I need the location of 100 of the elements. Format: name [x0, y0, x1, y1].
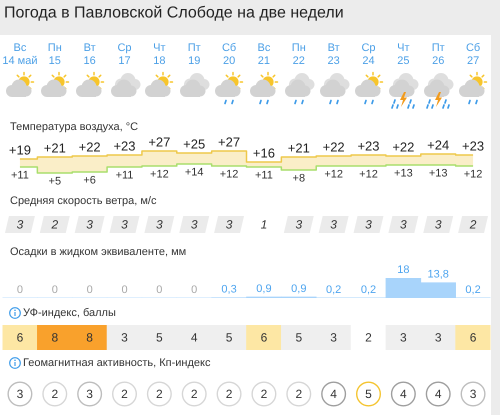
data-label: 5: [156, 330, 164, 344]
data-label: +23: [113, 138, 136, 154]
x-tick-label: Пн 15: [48, 42, 62, 68]
data-label: +12: [359, 168, 378, 181]
data-label: +11: [11, 170, 29, 182]
data-label: +16: [252, 146, 275, 161]
data-label: +12: [150, 168, 169, 181]
data-label: 3: [16, 217, 24, 232]
x-tick-label: Вт 23: [328, 42, 340, 68]
data-label: 6: [470, 330, 477, 344]
data-label: 5: [365, 386, 372, 401]
text: Геомагнитная активность, Кп-индекс: [23, 357, 211, 370]
data-label: +27: [148, 134, 170, 150]
data-label: 0,9: [291, 283, 306, 296]
data-label: 8: [86, 330, 94, 344]
data-label: 3: [330, 217, 338, 232]
data-label: +22: [322, 140, 345, 155]
x-tick-label: Вт 16: [84, 42, 96, 68]
x-tick-label: Ср 17: [117, 42, 132, 68]
data-label: 2: [468, 217, 477, 232]
data-label: 0,2: [360, 284, 376, 296]
data-label: 3: [121, 330, 128, 344]
data-label: +12: [464, 168, 482, 181]
x-tick-label: Сб 20: [222, 42, 236, 68]
data-label: +5: [48, 176, 62, 188]
data-label: +12: [220, 168, 238, 181]
data-label: 5: [226, 330, 233, 344]
data-label: 3: [226, 217, 233, 232]
data-label: 3: [400, 217, 408, 232]
data-label: +6: [83, 174, 96, 187]
text: Средняя скорость ветра, м/с: [10, 195, 157, 208]
data-label: +23: [462, 138, 484, 154]
x-tick-label: Пт 26: [432, 42, 445, 68]
data-label: 3: [400, 330, 408, 344]
data-label: +12: [324, 168, 343, 181]
chart-subtitle: Температура воздуха, °C: [10, 121, 138, 134]
data-label: 2: [51, 386, 58, 401]
data-label: 3: [86, 217, 94, 232]
data-label: +19: [8, 142, 31, 158]
data-label: 2: [226, 386, 233, 401]
data-label: 4: [400, 386, 408, 401]
data-label: 2: [295, 386, 302, 401]
data-label: 2: [121, 386, 128, 401]
data-label: +21: [288, 140, 310, 156]
data-label: +14: [184, 166, 204, 179]
data-label: 2: [190, 386, 198, 401]
data-label: 6: [16, 330, 24, 344]
chart-title: Осадки в жидком эквиваленте, мм: [10, 246, 186, 258]
data-label: 18: [397, 264, 410, 276]
data-label: 0,3: [221, 284, 237, 296]
data-label: 2: [365, 330, 372, 344]
x-tick-label: Чт 25: [397, 42, 410, 68]
data-label: 3: [156, 217, 164, 232]
x-tick-label: Сб 27: [466, 42, 480, 68]
data-label: 3: [330, 330, 338, 344]
data-label: 0: [191, 284, 198, 296]
data-label: 3: [365, 217, 372, 232]
data-label: 2: [50, 217, 58, 232]
x-tick-label: Пт 19: [188, 42, 201, 68]
data-label: 0: [156, 284, 162, 296]
data-label: 3: [434, 330, 442, 344]
x-tick-label: Чт 18: [153, 42, 166, 68]
data-label: 2: [156, 386, 164, 401]
data-label: +24: [427, 138, 450, 153]
x-tick-label: Ср 24: [361, 42, 376, 68]
text: УФ-индекс, баллы: [23, 307, 116, 320]
data-label: 0: [52, 284, 58, 296]
data-label: 3: [470, 386, 477, 401]
data-label: 3: [121, 217, 128, 232]
data-label: +23: [357, 138, 380, 154]
data-label: +11: [255, 170, 273, 182]
x-tick-label: Вс 21: [258, 42, 271, 68]
x-tick-label: Вс 14 май: [2, 42, 38, 68]
data-label: 3: [434, 217, 442, 232]
data-label: +21: [44, 140, 66, 156]
x-tick-label: Пн 22: [292, 42, 306, 68]
data-label: 3: [86, 386, 94, 401]
data-label: 3: [190, 217, 198, 232]
data-label: +13: [394, 168, 413, 180]
data-label: +27: [218, 134, 240, 150]
data-label: 3: [295, 217, 302, 232]
data-label: +8: [292, 172, 306, 185]
data-label: 5: [295, 330, 302, 344]
data-label: 2: [260, 386, 268, 401]
data-label: 0,9: [256, 283, 272, 296]
data-label: +11: [116, 170, 134, 182]
chart-title: Погода в Павловской Слободе на две недели: [4, 4, 344, 22]
data-label: +13: [428, 168, 448, 180]
data-label: 4: [190, 330, 198, 344]
data-label: 0,2: [326, 284, 342, 296]
data-label: 13,8: [428, 268, 449, 281]
data-label: 1: [260, 217, 268, 232]
data-label: +22: [78, 140, 101, 155]
data-label: 4: [330, 386, 338, 401]
data-label: 0,2: [465, 284, 481, 296]
data-label: 0: [121, 284, 128, 296]
data-label: 4: [434, 386, 442, 401]
data-label: 8: [51, 330, 58, 344]
data-label: 3: [16, 386, 24, 401]
data-label: +25: [183, 136, 206, 152]
